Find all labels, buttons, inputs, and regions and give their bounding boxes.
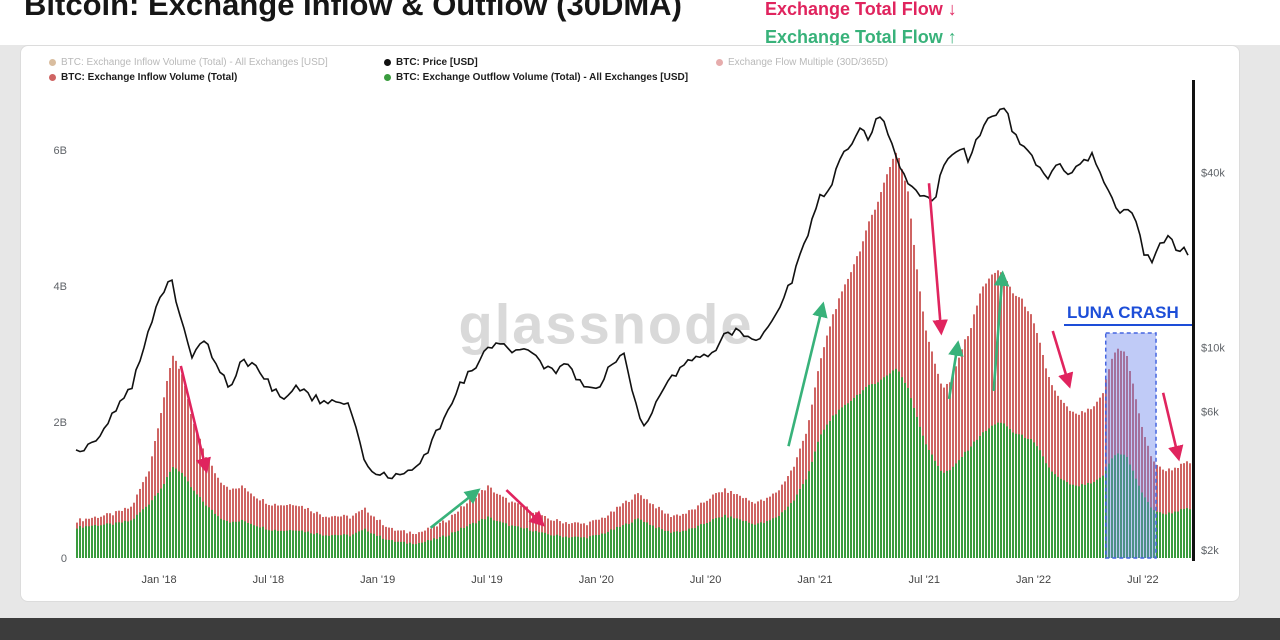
right-axis-tick: $10k: [1201, 342, 1225, 354]
flow-up-arrow-icon: [992, 270, 1010, 392]
left-axis-tick: 2B: [54, 417, 67, 429]
x-axis-tick: Jan '22: [1016, 574, 1051, 586]
outflow-bars: [76, 368, 1191, 558]
left-axis-tick: 6B: [54, 145, 67, 157]
x-axis-tick: Jul '22: [1127, 574, 1158, 586]
legend-dot-icon: [384, 74, 391, 81]
x-axis-tick: Jul '21: [909, 574, 940, 586]
left-axis-tick: 4B: [54, 281, 67, 293]
legend-item[interactable]: BTC: Price [USD]: [384, 57, 716, 68]
flow-up-arrow-icon: [429, 488, 481, 529]
page-header: Bitcoin: Exchange Inflow & Outflow (30DM…: [0, 0, 1280, 47]
x-axis-tick: Jul '20: [690, 574, 721, 586]
exchange-total-flow-down-annotation: Exchange Total Flow ↓: [765, 0, 957, 19]
inflow-bars: [76, 152, 1191, 559]
luna-crash-label: LUNA CRASH: [1067, 303, 1179, 322]
right-axis-tick: $6k: [1201, 407, 1219, 419]
right-axis-tick: $40k: [1201, 168, 1225, 180]
btc-price-line: [75, 107, 1189, 480]
legend-label: BTC: Price [USD]: [396, 57, 478, 68]
flow-down-arrow-icon: [179, 365, 211, 474]
flow-up-arrow-icon: [787, 301, 828, 447]
x-axis-tick: Jan '20: [579, 574, 614, 586]
legend-label: BTC: Exchange Inflow Volume (Total) - Al…: [61, 57, 328, 68]
bottom-bar: [0, 618, 1280, 640]
legend-dot-icon: [716, 59, 723, 66]
chart-canvas[interactable]: LUNA CRASH 0 2B 4B 6B $2k $6k $10k $40k Jan '18 Ju…: [21, 46, 1239, 601]
exchange-total-flow-up-annotation: Exchange Total Flow ↑: [765, 27, 957, 47]
legend-label: BTC: Exchange Inflow Volume (Total): [61, 72, 238, 83]
flow-down-arrow-icon: [505, 489, 546, 527]
left-axis-tick: 0: [61, 553, 67, 565]
legend-row: BTC: Exchange Inflow Volume (Total) - Al…: [49, 55, 888, 70]
x-axis-tick: Jul '19: [471, 574, 502, 586]
flow-down-arrow-icon: [1161, 392, 1184, 462]
axis-tick-labels: 0 2B 4B 6B $2k $6k $10k $40k Jan '18 Jul '18 Jan '…: [54, 145, 1226, 586]
x-axis-tick: Jan '19: [360, 574, 395, 586]
legend-dot-icon: [49, 59, 56, 66]
legend-dot-icon: [384, 59, 391, 66]
legend-item[interactable]: BTC: Exchange Outflow Volume (Total) - A…: [384, 72, 716, 83]
chart-card: BTC: Exchange Inflow Volume (Total) - Al…: [20, 45, 1240, 602]
luna-crash-region: [1104, 332, 1157, 559]
x-axis-tick: Jan '21: [797, 574, 832, 586]
x-axis-tick: Jul '18: [253, 574, 284, 586]
legend-item[interactable]: BTC: Exchange Inflow Volume (Total): [49, 72, 384, 83]
legend-label: BTC: Exchange Outflow Volume (Total) - A…: [396, 72, 689, 83]
legend-item[interactable]: Exchange Flow Multiple (30D/365D): [716, 57, 888, 68]
x-axis-tick: Jan '18: [142, 574, 177, 586]
right-axis-tick: $2k: [1201, 545, 1219, 557]
legend-row: BTC: Exchange Inflow Volume (Total) BTC: …: [49, 70, 888, 85]
trend-arrows: [179, 183, 1184, 529]
title-clip: Bitcoin: Exchange Inflow & Outflow (30DM…: [24, 0, 682, 27]
legend-item[interactable]: BTC: Exchange Inflow Volume (Total) - Al…: [49, 57, 384, 68]
flow-down-arrow-icon: [1051, 330, 1074, 389]
flow-down-arrow-icon: [927, 183, 948, 336]
chart-title: Bitcoin: Exchange Inflow & Outflow (30DM…: [24, 0, 682, 22]
flow-up-arrow-icon: [947, 340, 964, 400]
legend-dot-icon: [49, 74, 56, 81]
legend-label: Exchange Flow Multiple (30D/365D): [728, 57, 889, 68]
chart-legend: BTC: Exchange Inflow Volume (Total) - Al…: [49, 55, 888, 85]
